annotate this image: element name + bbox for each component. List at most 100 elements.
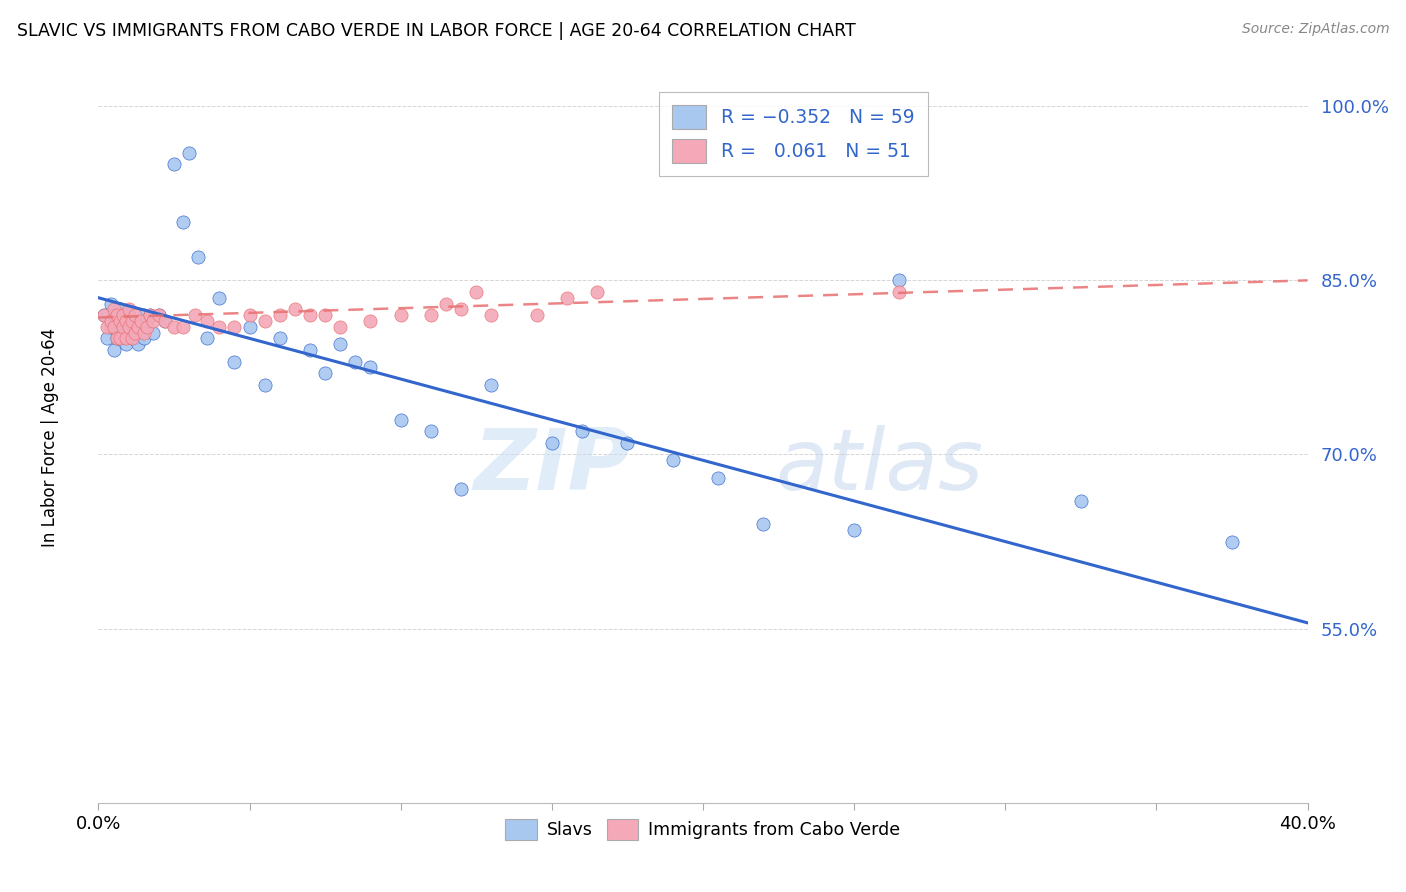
Point (114, 314, 136, 328)
Point (526, 308, 548, 322)
Point (661, 453, 683, 467)
Point (172, 215, 194, 229)
Point (139, 308, 162, 322)
Point (239, 319, 262, 334)
Point (284, 302, 307, 317)
Text: SLAVIC VS IMMIGRANTS FROM CABO VERDE IN LABOR FORCE | AGE 20-64 CORRELATION CHAR: SLAVIC VS IMMIGRANTS FROM CABO VERDE IN … (17, 22, 856, 40)
Point (103, 343, 125, 357)
Point (481, 308, 503, 322)
Point (108, 319, 131, 334)
Point (100, 319, 122, 334)
Point (360, 360, 382, 375)
Point (616, 436, 638, 450)
Point (224, 354, 246, 368)
Point (129, 314, 152, 328)
Point (121, 331, 143, 345)
Point (127, 319, 149, 334)
Point (103, 308, 125, 322)
Point (269, 308, 291, 322)
Point (103, 319, 125, 334)
Point (571, 424, 593, 438)
Point (114, 331, 136, 345)
Point (179, 145, 201, 160)
Point (269, 331, 291, 345)
Point (96, 331, 118, 345)
Point (465, 285, 488, 299)
Point (100, 296, 122, 310)
Point (707, 471, 730, 485)
Text: Source: ZipAtlas.com: Source: ZipAtlas.com (1241, 22, 1389, 37)
Point (124, 308, 146, 322)
Point (889, 285, 911, 299)
Point (195, 331, 218, 345)
Point (148, 308, 170, 322)
Point (105, 308, 128, 322)
Point (114, 314, 136, 328)
Point (108, 314, 131, 328)
Point (344, 354, 367, 368)
Point (105, 331, 128, 345)
Point (142, 314, 165, 328)
Point (224, 319, 246, 334)
Point (434, 296, 457, 310)
Point (118, 302, 141, 317)
Point (124, 331, 146, 345)
Point (314, 366, 336, 380)
Point (135, 319, 157, 334)
Point (121, 331, 143, 345)
Point (389, 308, 412, 322)
Point (111, 308, 134, 322)
Text: ZIP: ZIP (472, 425, 630, 508)
Point (100, 314, 122, 328)
Point (586, 285, 609, 299)
Point (195, 314, 218, 328)
Legend: Slavs, Immigrants from Cabo Verde: Slavs, Immigrants from Cabo Verde (496, 811, 910, 849)
Point (299, 343, 322, 357)
Point (481, 377, 503, 392)
Point (163, 157, 186, 171)
Point (111, 319, 134, 334)
Point (450, 483, 472, 497)
Point (420, 308, 443, 322)
Point (389, 412, 412, 426)
Point (105, 314, 128, 328)
Point (127, 314, 149, 328)
Point (132, 331, 155, 345)
Point (329, 319, 352, 334)
Point (96, 319, 118, 334)
Point (172, 319, 194, 334)
Point (121, 314, 143, 328)
Point (148, 308, 170, 322)
Point (118, 319, 141, 334)
Point (118, 319, 141, 334)
Point (540, 436, 562, 450)
Point (187, 250, 209, 264)
Point (114, 337, 136, 351)
Point (420, 424, 443, 438)
Point (118, 308, 141, 322)
Point (124, 326, 146, 340)
Point (121, 314, 143, 328)
Point (329, 337, 352, 351)
Point (103, 302, 125, 317)
Point (139, 308, 162, 322)
Point (135, 314, 157, 328)
Point (153, 314, 176, 328)
Text: atlas: atlas (776, 425, 984, 508)
Point (93, 308, 115, 322)
Point (299, 308, 322, 322)
Point (111, 308, 134, 322)
Point (129, 319, 152, 334)
Point (889, 273, 911, 287)
Point (163, 319, 186, 334)
Point (450, 302, 472, 317)
Point (127, 337, 149, 351)
Point (208, 319, 231, 334)
Y-axis label: In Labor Force | Age 20-64: In Labor Force | Age 20-64 (41, 327, 59, 547)
Point (360, 314, 382, 328)
Point (253, 377, 276, 392)
Point (132, 326, 155, 340)
Point (555, 291, 578, 305)
Point (108, 302, 131, 317)
Point (108, 331, 131, 345)
